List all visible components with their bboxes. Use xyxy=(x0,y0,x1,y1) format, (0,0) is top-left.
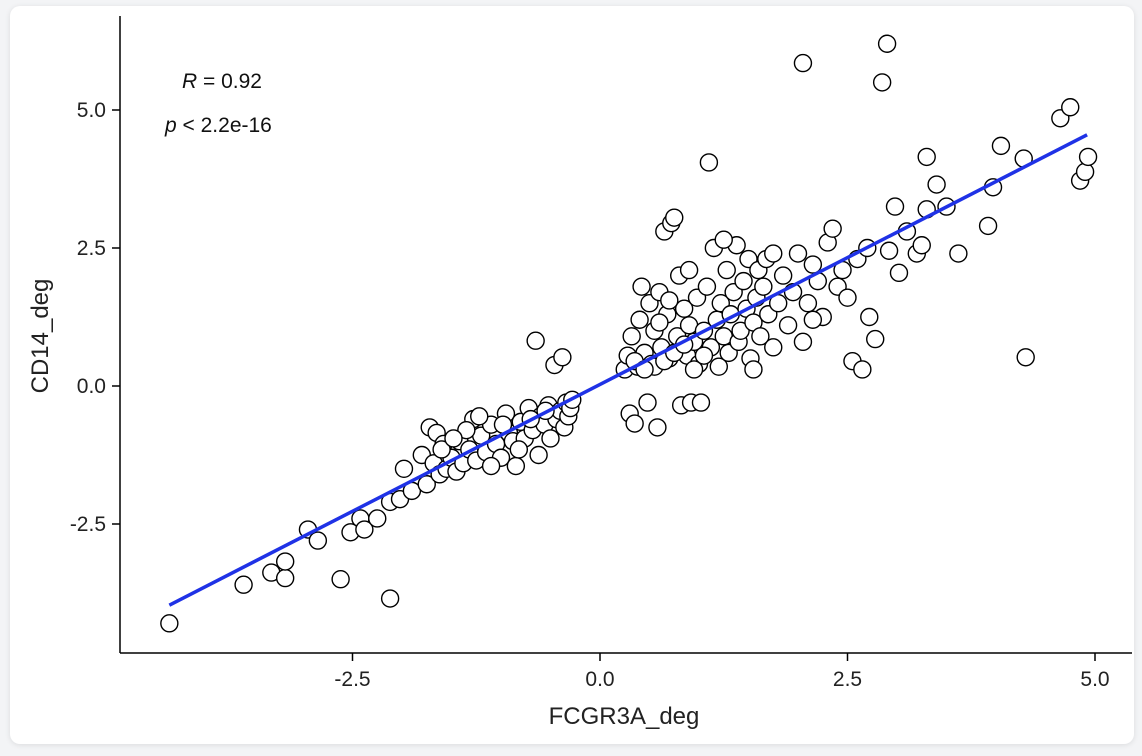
data-point xyxy=(444,429,463,448)
y-tick-label: 5.0 xyxy=(77,99,106,122)
data-point xyxy=(917,147,936,167)
data-point xyxy=(457,420,476,440)
p-annotation: p < 2.2e-16 xyxy=(164,114,272,137)
x-axis-title: FCGR3A_deg xyxy=(549,703,700,730)
data-point xyxy=(751,327,770,346)
data-point xyxy=(885,197,905,216)
data-point xyxy=(773,266,793,285)
data-point xyxy=(823,219,842,238)
data-point xyxy=(331,570,350,589)
data-point xyxy=(889,263,909,283)
data-point xyxy=(160,614,179,633)
data-point xyxy=(665,208,684,227)
x-ticks: -2.5 0.0 2.5 5.0 xyxy=(334,653,1110,691)
data-point xyxy=(553,348,572,367)
data-point xyxy=(355,520,374,539)
data-point xyxy=(625,414,644,433)
data-point xyxy=(684,360,704,379)
r-annotation: R = 0.92 xyxy=(182,70,262,93)
data-point xyxy=(731,321,750,340)
y-tick-label: 0.0 xyxy=(77,375,106,398)
data-point xyxy=(838,288,857,307)
data-point xyxy=(978,216,998,236)
regression-line xyxy=(168,133,1088,607)
data-point xyxy=(697,277,717,296)
data-point xyxy=(526,331,545,350)
data-point xyxy=(788,244,808,263)
data-point xyxy=(622,327,641,346)
data-point xyxy=(734,271,753,291)
x-tick-label: 5.0 xyxy=(1080,668,1109,691)
data-point xyxy=(529,445,548,465)
data-point xyxy=(764,338,783,357)
data-point xyxy=(764,244,783,263)
data-point xyxy=(674,299,694,318)
data-point xyxy=(798,294,818,313)
x-tick-label: 2.5 xyxy=(833,668,862,691)
data-point xyxy=(632,277,651,296)
data-point xyxy=(691,393,711,412)
data-point xyxy=(949,244,968,263)
data-point xyxy=(714,230,733,249)
data-point xyxy=(394,459,414,478)
p-symbol: p xyxy=(164,114,177,137)
data-point xyxy=(470,407,489,426)
r-symbol: R xyxy=(182,70,197,93)
data-point xyxy=(877,34,897,53)
y-tick-label: 2.5 xyxy=(77,237,106,260)
data-point xyxy=(709,357,728,376)
data-point xyxy=(717,260,736,280)
data-point xyxy=(872,73,892,92)
data-point xyxy=(630,310,649,329)
points-layer xyxy=(160,34,1098,633)
data-point xyxy=(275,552,295,571)
x-tick-label: -2.5 xyxy=(334,668,370,691)
data-point xyxy=(1078,147,1098,167)
data-point xyxy=(991,136,1011,156)
data-point xyxy=(927,175,946,194)
data-point xyxy=(650,313,669,332)
chart-card: -2.5 0.0 2.5 5.0 -2.5 0.0 2.5 5.0 FCGR3A_deg C… xyxy=(10,6,1134,744)
data-point xyxy=(1075,162,1095,182)
data-point xyxy=(541,429,560,448)
data-point xyxy=(860,307,879,327)
y-tick-label: -2.5 xyxy=(70,513,106,536)
data-point xyxy=(699,153,719,172)
data-point xyxy=(754,277,773,296)
data-point xyxy=(912,236,931,255)
data-point xyxy=(853,360,872,379)
data-point xyxy=(866,329,885,349)
data-point xyxy=(648,418,667,437)
data-point xyxy=(1016,348,1035,367)
data-point xyxy=(793,332,813,352)
data-point xyxy=(879,241,899,260)
y-ticks: -2.5 0.0 2.5 5.0 xyxy=(70,99,120,536)
data-point xyxy=(638,393,657,412)
data-point xyxy=(744,360,763,379)
data-point xyxy=(793,53,813,73)
data-point xyxy=(778,316,798,335)
data-point xyxy=(481,456,501,476)
data-point xyxy=(417,475,436,494)
r-value: = 0.92 xyxy=(197,70,262,93)
data-point xyxy=(679,260,699,280)
p-value: < 2.2e-16 xyxy=(177,114,272,137)
data-point xyxy=(380,589,400,608)
data-point xyxy=(234,575,253,594)
data-point xyxy=(660,291,679,310)
x-tick-label: 0.0 xyxy=(585,668,614,691)
data-point xyxy=(368,509,387,528)
data-point xyxy=(275,568,295,588)
data-point xyxy=(506,456,526,476)
y-axis-title: CD14_deg xyxy=(27,279,54,394)
data-point xyxy=(509,440,529,459)
data-point xyxy=(308,531,328,550)
data-point xyxy=(803,310,823,329)
data-point xyxy=(432,440,451,459)
scatter-plot: -2.5 0.0 2.5 5.0 -2.5 0.0 2.5 5.0 FCGR3A_deg C… xyxy=(27,16,1132,730)
data-point xyxy=(1061,98,1080,117)
data-point xyxy=(694,346,714,365)
data-point xyxy=(803,255,823,274)
